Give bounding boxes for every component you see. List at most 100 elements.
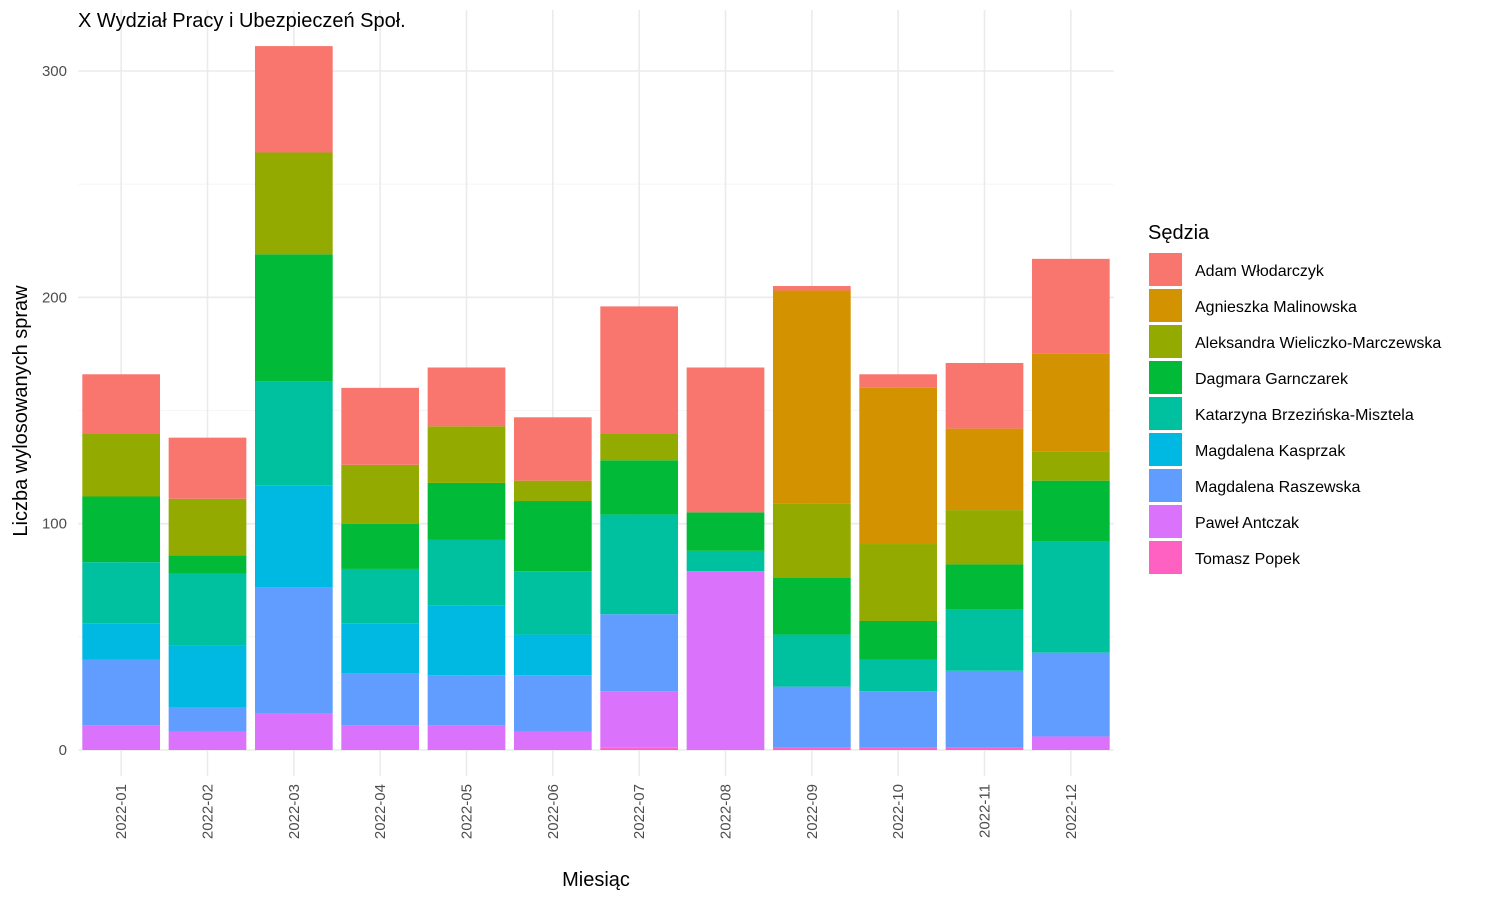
bar-segment — [168, 555, 247, 574]
bar-segment — [254, 587, 333, 714]
bar-segment — [772, 503, 851, 578]
bar-segment — [1031, 451, 1110, 481]
bar-segment — [513, 417, 592, 481]
legend-label: Katarzyna Brzezińska-Misztela — [1195, 407, 1414, 424]
bar-segment — [600, 747, 679, 750]
legend-title: Sędzia — [1148, 222, 1210, 244]
bar-segment — [168, 645, 247, 707]
y-axis-title: Liczba wylosowanych spraw — [10, 285, 32, 537]
x-axis-ticks: 2022-01 2022-02 2022-03 2022-04 2022-05 2022-… — [113, 784, 1080, 839]
bar-segment — [427, 539, 506, 606]
legend-label: Magdalena Kasprzak — [1195, 443, 1346, 460]
bar-segment — [772, 577, 851, 635]
bar-segment — [859, 374, 938, 388]
x-tick-label: 2022-03 — [286, 784, 303, 839]
x-tick-label: 2022-07 — [631, 784, 648, 839]
bar-segment — [945, 609, 1024, 671]
bar-segment — [859, 659, 938, 692]
x-tick-label: 2022-08 — [718, 784, 735, 839]
legend-label: Dagmara Garnczarek — [1195, 371, 1349, 388]
bar-segment — [859, 387, 938, 545]
bar-segment — [513, 634, 592, 676]
bar-segment — [341, 673, 420, 726]
legend-key — [1149, 361, 1182, 394]
x-tick-label: 2022-11 — [977, 784, 994, 838]
bar-segment — [168, 706, 247, 732]
legend-label: Agnieszka Malinowska — [1195, 299, 1357, 316]
bar-segment — [859, 620, 938, 660]
bar-segment — [82, 433, 161, 497]
bar-segment — [168, 573, 247, 646]
legend-key — [1149, 541, 1182, 574]
bar-segment — [859, 544, 938, 621]
bar-segment — [341, 568, 420, 624]
legend-label: Magdalena Raszewska — [1195, 479, 1361, 496]
legend-items: Adam Włodarczyk Agnieszka Malinowska Aleks… — [1149, 253, 1441, 574]
x-tick-label: 2022-06 — [545, 784, 562, 839]
legend-key — [1149, 469, 1182, 502]
bar-segment — [341, 387, 420, 465]
bar-segment — [772, 747, 851, 750]
legend-key — [1149, 433, 1182, 466]
bar-segment — [82, 623, 161, 660]
bar-segment — [513, 675, 592, 732]
bar-segment — [686, 550, 765, 572]
bar-segment — [600, 514, 679, 615]
bar-segment — [772, 290, 851, 504]
legend-key — [1149, 289, 1182, 322]
bar-segment — [1031, 652, 1110, 737]
y-axis-ticks: 0 100 200 300 — [42, 63, 67, 759]
x-tick-label: 2022-02 — [200, 784, 217, 839]
legend-label: Tomasz Popek — [1195, 551, 1301, 568]
bar-segment — [513, 501, 592, 572]
bar-segment — [945, 747, 1024, 750]
bar-segment — [254, 46, 333, 153]
bars — [82, 46, 1110, 750]
bar-segment — [945, 362, 1024, 429]
bar-segment — [254, 485, 333, 588]
bar-segment — [945, 564, 1024, 610]
y-tick-label: 300 — [42, 63, 67, 80]
y-tick-label: 200 — [42, 289, 67, 306]
bar-segment — [82, 725, 161, 750]
x-tick-label: 2022-04 — [372, 784, 389, 839]
bar-segment — [513, 731, 592, 750]
bar-segment — [1031, 480, 1110, 542]
bar-segment — [600, 614, 679, 692]
bar-segment — [341, 464, 420, 524]
bar-segment — [945, 428, 1024, 511]
legend-key — [1149, 325, 1182, 358]
bar-segment — [82, 374, 161, 434]
bar-segment — [859, 747, 938, 750]
bar-segment — [600, 306, 679, 434]
bar-segment — [427, 367, 506, 427]
bar-segment — [859, 691, 938, 748]
bar-segment — [686, 512, 765, 551]
bar-segment — [600, 433, 679, 461]
bar-segment — [1031, 258, 1110, 354]
bar-segment — [168, 437, 247, 499]
legend-label: Paweł Antczak — [1195, 515, 1300, 532]
x-tick-label: 2022-01 — [113, 784, 130, 839]
bar-segment — [772, 286, 851, 291]
bar-segment — [427, 605, 506, 676]
legend-key — [1149, 505, 1182, 538]
bar-segment — [686, 571, 765, 750]
bar-segment — [1031, 353, 1110, 452]
bar-segment — [341, 623, 420, 674]
legend-label: Aleksandra Wieliczko-Marczewska — [1195, 335, 1441, 352]
bar-segment — [945, 670, 1024, 748]
bar-segment — [513, 480, 592, 502]
x-tick-label: 2022-09 — [804, 784, 821, 839]
x-axis-title: Miesiąc — [562, 869, 630, 891]
legend-key — [1149, 253, 1182, 286]
y-tick-label: 0 — [59, 742, 67, 759]
bar-segment — [341, 725, 420, 750]
bar-segment — [427, 725, 506, 750]
bar-segment — [427, 482, 506, 540]
legend-key — [1149, 397, 1182, 430]
bar-segment — [254, 254, 333, 382]
bar-segment — [82, 562, 161, 624]
bar-segment — [945, 510, 1024, 565]
